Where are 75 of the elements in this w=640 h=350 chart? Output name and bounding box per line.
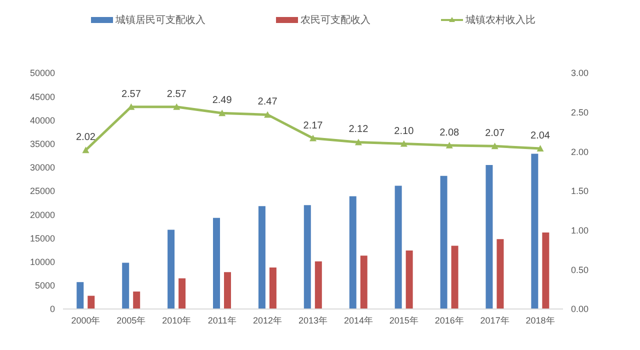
point xyxy=(264,111,272,118)
x-tick-label: 2011年 xyxy=(208,315,236,326)
y2-tick-label: 2.00 xyxy=(571,146,589,157)
y2-tick-label: 2.50 xyxy=(571,108,589,118)
y-tick-label: 15000 xyxy=(30,233,55,244)
data-label: 2.17 xyxy=(303,120,324,132)
bar xyxy=(496,239,504,309)
point xyxy=(446,142,453,148)
bar xyxy=(531,154,538,309)
bar xyxy=(269,267,276,309)
bar xyxy=(258,206,266,309)
x-tick-label: 2013年 xyxy=(298,315,328,326)
y2-tick-label: 1.50 xyxy=(571,186,589,196)
data-label: 2.57 xyxy=(121,88,142,100)
y2-tick-label: 1.00 xyxy=(571,226,589,236)
y-tick-label: 50000 xyxy=(30,68,55,78)
bar xyxy=(168,230,175,309)
x-tick-label: 2005年 xyxy=(116,315,146,326)
data-label: 2.08 xyxy=(440,127,460,138)
y-tick-label: 0 xyxy=(50,304,55,314)
data-label: 2.02 xyxy=(76,132,96,144)
bar xyxy=(406,250,413,309)
y-tick-label: 5000 xyxy=(34,280,55,291)
x-tick-label: 2010年 xyxy=(162,315,192,326)
x-tick-label: 2014年 xyxy=(344,315,373,326)
point xyxy=(354,138,362,146)
bar xyxy=(542,232,550,309)
bar xyxy=(88,296,95,309)
bar xyxy=(486,165,493,309)
y-tick-label: 20000 xyxy=(30,210,55,220)
bar xyxy=(451,246,458,309)
x-tick-label: 2000年 xyxy=(71,315,100,326)
x-tick-label: 2015年 xyxy=(389,315,418,326)
point xyxy=(491,142,498,150)
bar xyxy=(213,218,220,309)
y-tick-label: 35000 xyxy=(30,138,55,149)
y-tick-label: 10000 xyxy=(30,256,55,267)
bar xyxy=(133,292,140,309)
bar xyxy=(394,186,402,309)
y-tick-label: 30000 xyxy=(30,162,55,173)
y-tick-label: 45000 xyxy=(30,92,55,102)
bar xyxy=(349,196,356,309)
bar xyxy=(314,261,322,309)
data-label: 2.57 xyxy=(166,88,187,100)
x-tick-label: 2017年 xyxy=(480,315,510,326)
point xyxy=(310,134,316,142)
x-tick-label: 2016年 xyxy=(434,315,464,326)
bar xyxy=(440,176,448,309)
data-label: 2.47 xyxy=(258,96,278,108)
point xyxy=(536,145,544,152)
legend-label: 农民可支配收入 xyxy=(300,14,370,27)
data-label: 2.49 xyxy=(212,95,232,106)
point xyxy=(218,110,226,116)
point xyxy=(400,140,408,147)
legend-label: 城镇居民可支配收入 xyxy=(114,14,206,27)
x-tick-label: 2018年 xyxy=(526,315,555,326)
data-label: 2.04 xyxy=(530,130,550,142)
bar xyxy=(360,256,368,309)
point xyxy=(82,146,90,154)
y2-tick-label: 0.50 xyxy=(571,264,589,275)
data-label: 2.12 xyxy=(348,124,369,136)
data-label: 2.10 xyxy=(394,126,414,137)
bar xyxy=(304,205,311,309)
data-label: 2.07 xyxy=(485,128,505,140)
bar xyxy=(122,262,130,309)
y-tick-label: 25000 xyxy=(30,186,55,196)
x-tick-label: 2012年 xyxy=(253,315,282,326)
legend-label: 城镇农村收入比 xyxy=(464,14,536,27)
y2-tick-label: 0.00 xyxy=(571,304,589,314)
bar xyxy=(76,282,84,309)
bar xyxy=(178,278,186,309)
y-tick-label: 40000 xyxy=(30,115,55,126)
point xyxy=(173,103,180,110)
bar xyxy=(224,272,231,309)
y2-tick-label: 3.00 xyxy=(571,68,589,78)
